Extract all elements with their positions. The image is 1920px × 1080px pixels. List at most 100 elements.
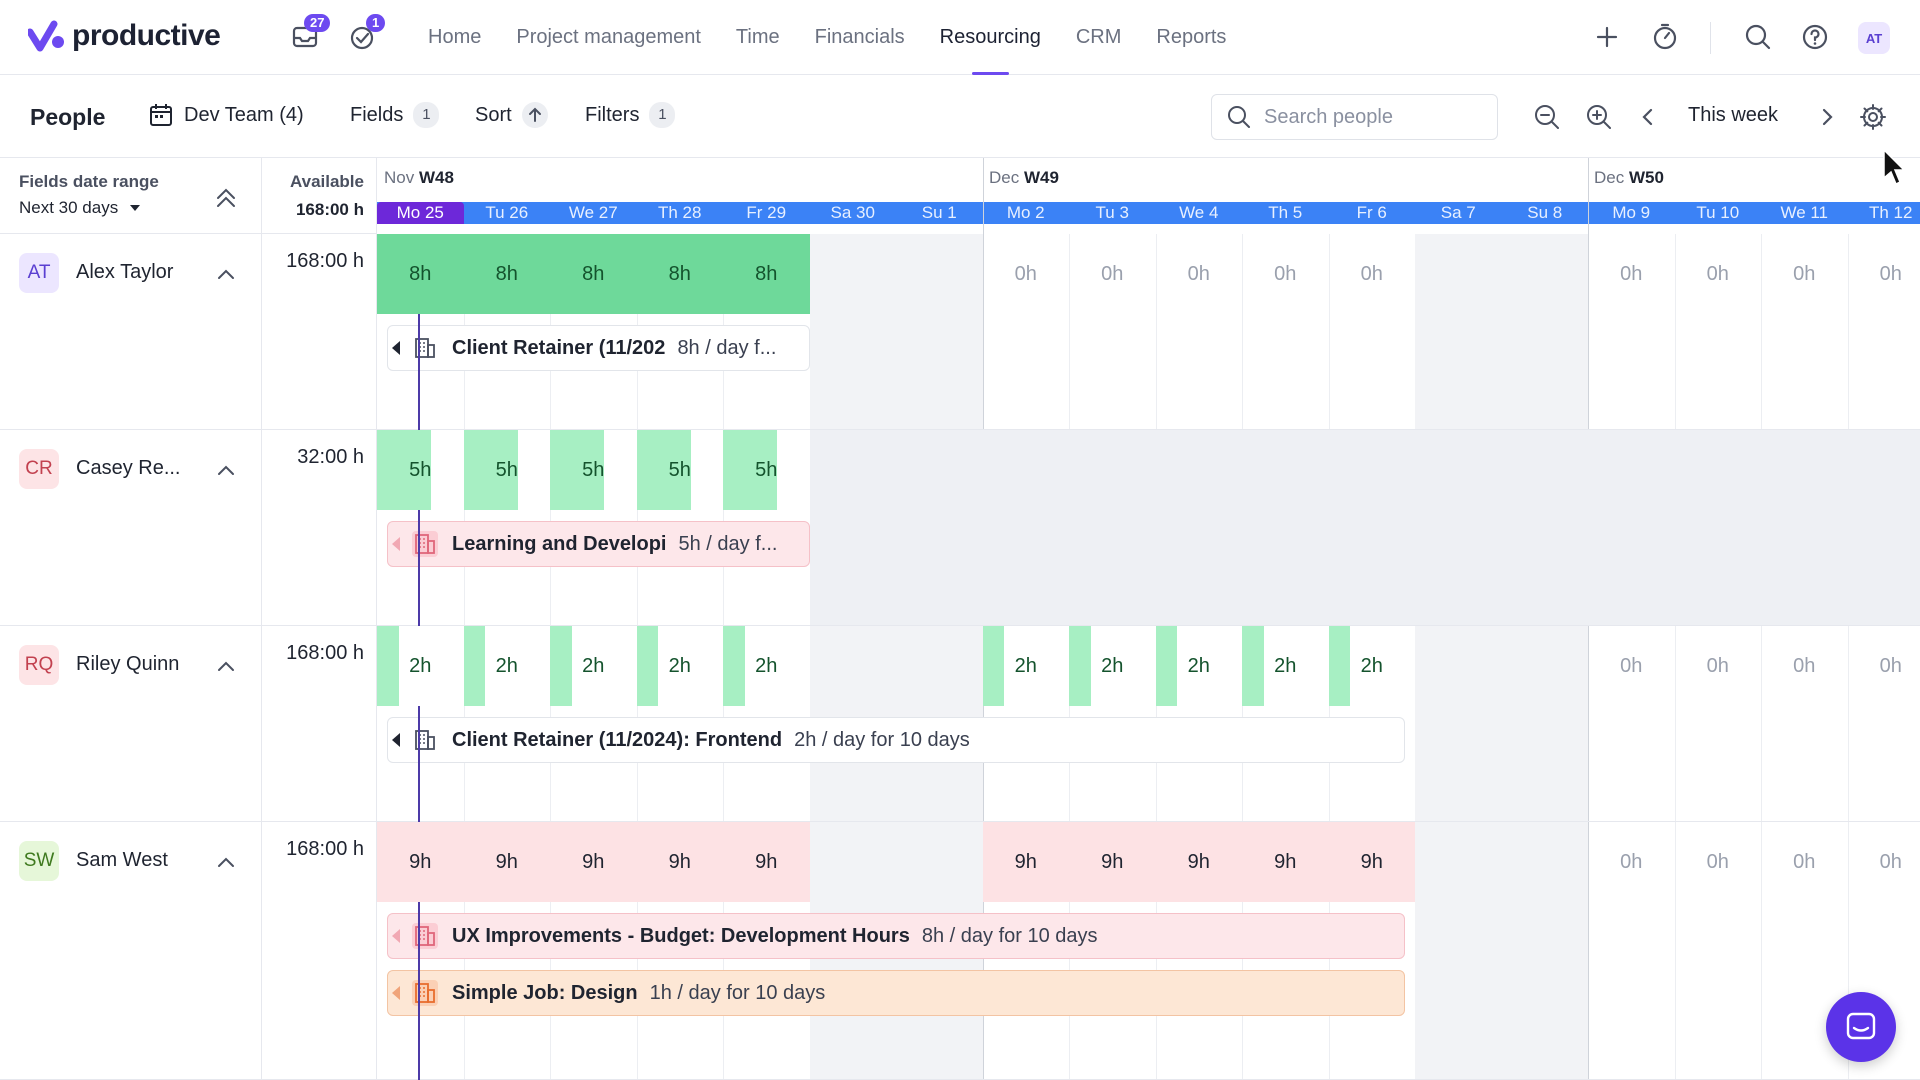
next-week-button[interactable] <box>1811 101 1843 133</box>
user-avatar[interactable]: AT <box>1858 22 1890 54</box>
hours-cell[interactable]: 8h <box>463 234 550 314</box>
person-name[interactable]: Alex Taylor <box>76 261 174 283</box>
hours-cell[interactable]: 0h <box>1620 850 1643 873</box>
menu-reports[interactable]: Reports <box>1156 26 1227 48</box>
hours-cell[interactable]: 2h <box>1360 654 1383 677</box>
hours-cell[interactable]: 0h <box>1879 850 1902 873</box>
filters-button[interactable]: Filters 1 <box>585 102 676 128</box>
hours-cell[interactable]: 0h <box>1879 262 1902 285</box>
collapse-person-button[interactable] <box>212 456 240 484</box>
person-name[interactable]: Sam West <box>76 849 168 871</box>
hours-cell[interactable]: 8h <box>723 234 810 314</box>
hours-cell[interactable]: 2h <box>755 654 778 677</box>
hours-cell[interactable]: 0h <box>1620 262 1643 285</box>
hours-cell[interactable]: 2h <box>409 654 432 677</box>
week-month: Nov <box>384 168 415 187</box>
person-name[interactable]: Casey Re... <box>76 457 181 479</box>
current-week-button[interactable]: This week <box>1688 104 1779 126</box>
collapse-all-button[interactable] <box>212 184 240 212</box>
day-header-13: Su 8 <box>1527 203 1563 222</box>
hours-cell[interactable]: 2h <box>1274 654 1297 677</box>
menu-home[interactable]: Home <box>428 26 482 48</box>
day-header-6: Su 1 <box>921 203 957 222</box>
hours-cell[interactable]: 2h <box>1187 654 1210 677</box>
collapse-person-button[interactable] <box>212 848 240 876</box>
search-people[interactable] <box>1211 94 1498 140</box>
hours-cell[interactable]: 2h <box>582 654 605 677</box>
hours-cell[interactable]: 8h <box>636 234 723 314</box>
hours-cell[interactable]: 9h <box>1328 822 1415 902</box>
hours-cell[interactable]: 9h <box>1069 822 1156 902</box>
previous-week-button[interactable] <box>1632 101 1664 133</box>
booking-bar[interactable]: Client Retainer (11/2024): Frontend 2h / … <box>387 717 1405 763</box>
hours-cell[interactable]: 2h <box>495 654 518 677</box>
hours-cell[interactable]: 0h <box>1793 262 1816 285</box>
hours-cell[interactable]: 9h <box>723 822 810 902</box>
hours-cell[interactable]: 5h <box>495 458 518 481</box>
hours-cell[interactable]: 9h <box>1155 822 1242 902</box>
person-available: 32:00 h <box>262 430 377 625</box>
menu-financials[interactable]: Financials <box>814 26 905 48</box>
menu-time[interactable]: Time <box>735 26 780 48</box>
help-button[interactable] <box>1800 22 1830 52</box>
inbox-button[interactable]: 27 <box>290 14 331 52</box>
hours-cell[interactable]: 9h <box>636 822 723 902</box>
building-icon <box>412 727 438 753</box>
collapse-person-button[interactable] <box>212 652 240 680</box>
chat-button[interactable] <box>1826 992 1896 1062</box>
zoom-in-button[interactable] <box>1583 101 1615 133</box>
available-header: Available 168:00 h <box>262 158 377 234</box>
settings-button[interactable] <box>1857 101 1889 133</box>
today-marker <box>418 314 420 430</box>
menu-project-management[interactable]: Project management <box>516 26 701 48</box>
hours-cell[interactable]: 5h <box>409 458 432 481</box>
hours-cell[interactable]: 0h <box>1793 654 1816 677</box>
hours-cell[interactable]: 9h <box>1242 822 1329 902</box>
hours-cell[interactable]: 0h <box>1101 262 1124 285</box>
hours-cell[interactable]: 9h <box>550 822 637 902</box>
zoom-out-button[interactable] <box>1531 101 1563 133</box>
hours-cell[interactable]: 8h <box>377 234 464 314</box>
booking-bar[interactable]: Client Retainer (11/202 8h / day f... <box>387 325 810 371</box>
booking-bar[interactable]: Simple Job: Design 1h / day for 10 days <box>387 970 1405 1016</box>
fields-button[interactable]: Fields 1 <box>350 102 440 128</box>
timer-button[interactable] <box>1650 22 1680 52</box>
fields-date-range-select[interactable]: Next 30 days <box>19 198 142 218</box>
hours-cell[interactable]: 9h <box>377 822 464 902</box>
hours-cell[interactable]: 5h <box>582 458 605 481</box>
hours-cell[interactable]: 0h <box>1274 262 1297 285</box>
hours-cell[interactable]: 0h <box>1706 262 1729 285</box>
sort-button[interactable]: Sort <box>475 102 548 128</box>
hours-cell[interactable]: 0h <box>1793 850 1816 873</box>
add-button[interactable] <box>1592 22 1622 52</box>
search-people-input[interactable] <box>1264 105 1484 129</box>
hours-cell[interactable]: 9h <box>982 822 1069 902</box>
person-name[interactable]: Riley Quinn <box>76 653 180 675</box>
hours-cell[interactable]: 0h <box>1360 262 1383 285</box>
hours-cell[interactable]: 9h <box>463 822 550 902</box>
menu-resourcing[interactable]: Resourcing <box>940 0 1041 75</box>
global-search-button[interactable] <box>1743 22 1773 52</box>
hours-cell[interactable]: 0h <box>1706 654 1729 677</box>
booking-bar[interactable]: Learning and Developi 5h / day f... <box>387 521 810 567</box>
menu-crm[interactable]: CRM <box>1075 26 1122 48</box>
hours-cell[interactable]: 0h <box>1620 654 1643 677</box>
team-selector[interactable]: Dev Team (4) <box>148 102 304 128</box>
day-header-2: We 27 <box>568 203 618 222</box>
productive-logo[interactable]: productive <box>28 18 221 54</box>
hours-cell[interactable]: 2h <box>1101 654 1124 677</box>
collapse-person-button[interactable] <box>212 260 240 288</box>
hours-cell[interactable]: 0h <box>1879 654 1902 677</box>
hours-cell[interactable]: 8h <box>550 234 637 314</box>
hours-cell[interactable]: 0h <box>1187 262 1210 285</box>
hours-cell[interactable]: 2h <box>668 654 691 677</box>
booking-bar[interactable]: UX Improvements - Budget: Development Ho… <box>387 913 1405 959</box>
tasks-button[interactable]: 1 <box>348 14 386 52</box>
plus-icon <box>1596 26 1618 48</box>
hours-cell[interactable]: 0h <box>1706 850 1729 873</box>
hours-cell[interactable]: 5h <box>755 458 778 481</box>
allocation-bar <box>463 626 486 706</box>
hours-cell[interactable]: 2h <box>1014 654 1037 677</box>
hours-cell[interactable]: 0h <box>1014 262 1037 285</box>
hours-cell[interactable]: 5h <box>668 458 691 481</box>
